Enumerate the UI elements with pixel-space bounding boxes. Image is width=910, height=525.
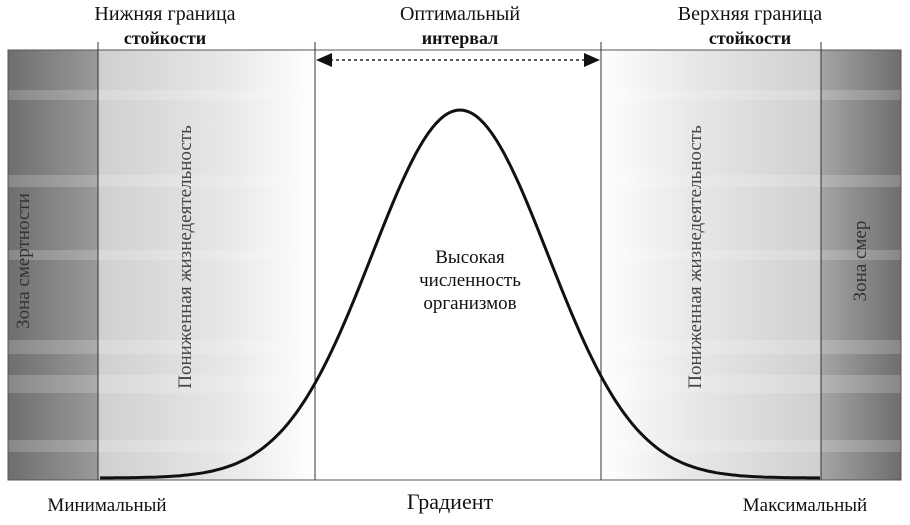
axis-gradient-label: Градиент xyxy=(406,489,494,514)
lower-limit-line2: стойкости xyxy=(123,28,207,48)
axis-minimum-label: Минимальный xyxy=(47,495,167,516)
center-line1: Высокая xyxy=(435,247,505,268)
center-line2: численность xyxy=(419,270,521,291)
upper-tolerance-limit-label: Верхняя граница стойкости xyxy=(640,2,860,50)
reduced-zone-right xyxy=(601,50,821,480)
death-zone-left-label: Зона смертности xyxy=(13,193,34,329)
lower-tolerance-limit-label: Нижняя граница стойкости xyxy=(60,2,270,50)
optimal-line2: интервал xyxy=(421,28,499,48)
arrowhead-left xyxy=(316,53,332,67)
optimal-interval-label: Оптимальный интервал xyxy=(345,2,575,50)
arrowhead-right xyxy=(584,53,600,67)
death-zone-left xyxy=(8,50,98,480)
death-zone-right-label: Зона смер xyxy=(850,220,871,302)
axis-maximum-label: Максимальный xyxy=(742,495,868,516)
death-zone-right xyxy=(821,50,901,480)
upper-limit-line2: стойкости xyxy=(708,28,792,48)
reduced-zone-left xyxy=(98,50,315,480)
reduced-activity-left-label: Пониженная жизнедеятельность xyxy=(175,125,196,389)
reduced-activity-right-label: Пониженная жизнедеятельность xyxy=(685,125,706,389)
zone-banding xyxy=(8,90,901,452)
optimal-line1: Оптимальный xyxy=(399,3,521,25)
center-line3: организмов xyxy=(423,293,517,314)
diagram-frame xyxy=(7,49,902,481)
tolerance-curve xyxy=(100,108,820,480)
lower-limit-line1: Нижняя граница xyxy=(94,3,236,25)
upper-limit-line1: Верхняя граница xyxy=(677,3,823,25)
high-abundance-label: Высокая численность организмов xyxy=(395,246,545,315)
